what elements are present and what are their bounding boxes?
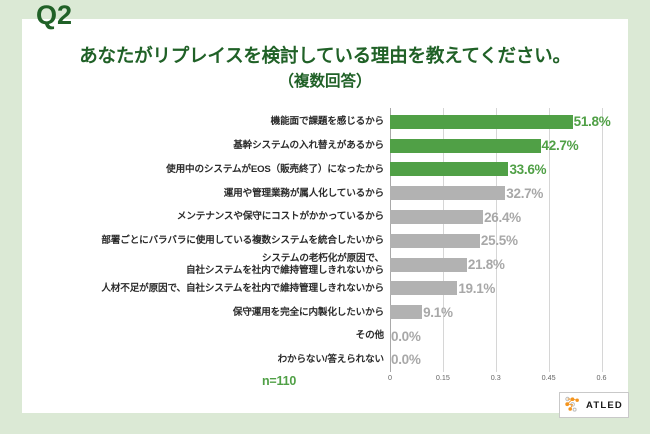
atled-logo: ATLED (559, 392, 629, 418)
bar-chart: 機能面で課題を感じるから 51.8% 基幹システムの入れ替えがあるから 42.7% 使用… (22, 106, 628, 394)
x-tick-label: 0.15 (435, 373, 450, 382)
bar-track: 25.5% (390, 229, 628, 253)
bar-value-label: 51.8% (573, 114, 611, 130)
atled-logo-text: ATLED (586, 399, 623, 411)
bar-value-label: 32.7% (506, 185, 544, 201)
category-label: 部署ごとにバラバラに使用している複数システムを統合したいから (101, 235, 384, 247)
bar-track: 42.7% (390, 134, 628, 158)
bar (390, 114, 573, 129)
category-label: わからない/答えられない (277, 354, 385, 366)
x-tick-label: 0 (388, 373, 392, 382)
bar-row: 使用中のシステムがEOS（販売終了）になったから 33.6% (22, 158, 628, 182)
bar-track: 9.1% (390, 300, 628, 324)
category-label: 基幹システムの入れ替えがあるから (233, 140, 384, 152)
bar-track: 0.0% (390, 348, 628, 372)
bar (390, 281, 458, 296)
content-card (22, 19, 628, 413)
bar-value-label: 33.6% (509, 161, 547, 177)
bar-value-label: 42.7% (541, 138, 579, 154)
sample-size-label: n=110 (262, 374, 297, 388)
bar (390, 138, 541, 153)
bar-value-label: 9.1% (423, 304, 453, 320)
x-tick-label: 0.6 (596, 373, 607, 382)
category-label: 人材不足が原因で、自社システムを社内で維持管理しきれないから (101, 282, 384, 294)
bar-track: 19.1% (390, 277, 628, 301)
category-label: 使用中のシステムがEOS（販売終了）になったから (166, 163, 384, 175)
bar (390, 162, 509, 177)
bar (390, 233, 480, 248)
atled-dots-icon (565, 396, 579, 412)
category-label: 機能面で課題を感じるから (270, 116, 384, 128)
category-label: メンテナンスや保守にコストがかかっているから (176, 211, 384, 223)
bar (390, 186, 506, 201)
bar-value-label: 25.5% (480, 233, 518, 249)
bar (390, 305, 423, 320)
bar-row: メンテナンスや保守にコストがかかっているから 26.4% (22, 205, 628, 229)
bar (390, 210, 484, 225)
question-number: Q2 (36, 0, 73, 30)
bar-row: システムの老朽化が原因で、 自社システムを社内で維持管理しきれないから 21.8% (22, 253, 628, 277)
bar-row: その他 0.0% (22, 324, 628, 348)
bar-row: わからない/答えられない 0.0% (22, 348, 628, 372)
bar-value-label: 0.0% (391, 328, 421, 344)
bar-row: 保守運用を完全に内製化したいから 9.1% (22, 300, 628, 324)
bar-row: 部署ごとにバラバラに使用している複数システムを統合したいから 25.5% (22, 229, 628, 253)
bar-rows: 機能面で課題を感じるから 51.8% 基幹システムの入れ替えがあるから 42.7% 使用… (22, 110, 628, 372)
bar-value-label: 19.1% (458, 280, 496, 296)
category-label: 保守運用を完全に内製化したいから (232, 306, 384, 318)
bar-value-label: 21.8% (467, 257, 505, 273)
x-tick-label: 0.3 (490, 373, 501, 382)
bar-track: 26.4% (390, 205, 628, 229)
x-tick-label: 0.45 (541, 373, 556, 382)
bar-track: 51.8% (390, 110, 628, 134)
category-label: 運用や管理業務が属人化しているから (223, 187, 384, 199)
bar-track: 0.0% (390, 324, 628, 348)
bar-track: 21.8% (390, 253, 628, 277)
bar (390, 257, 467, 272)
bar-row: 運用や管理業務が属人化しているから 32.7% (22, 181, 628, 205)
bar-value-label: 0.0% (391, 352, 421, 368)
question-title: あなたがリプレイスを検討している理由を教えてください。 (79, 45, 571, 66)
bar-row: 基幹システムの入れ替えがあるから 42.7% (22, 134, 628, 158)
bar-track: 33.6% (390, 158, 628, 182)
category-label: システムの老朽化が原因で、 自社システムを社内で維持管理しきれないから (185, 253, 384, 276)
bar-row: 機能面で課題を感じるから 51.8% (22, 110, 628, 134)
x-axis-ticks: 0 0.15 0.3 0.45 0.6 (388, 373, 628, 387)
bar-track: 32.7% (390, 181, 628, 205)
question-subtitle: （複数回答） (278, 73, 372, 90)
bar-value-label: 26.4% (484, 209, 521, 225)
plot-area: 機能面で課題を感じるから 51.8% 基幹システムの入れ替えがあるから 42.7% 使用… (22, 106, 628, 394)
bar-row: 人材不足が原因で、自社システムを社内で維持管理しきれないから 19.1% (22, 277, 628, 301)
category-label: その他 (355, 330, 384, 342)
